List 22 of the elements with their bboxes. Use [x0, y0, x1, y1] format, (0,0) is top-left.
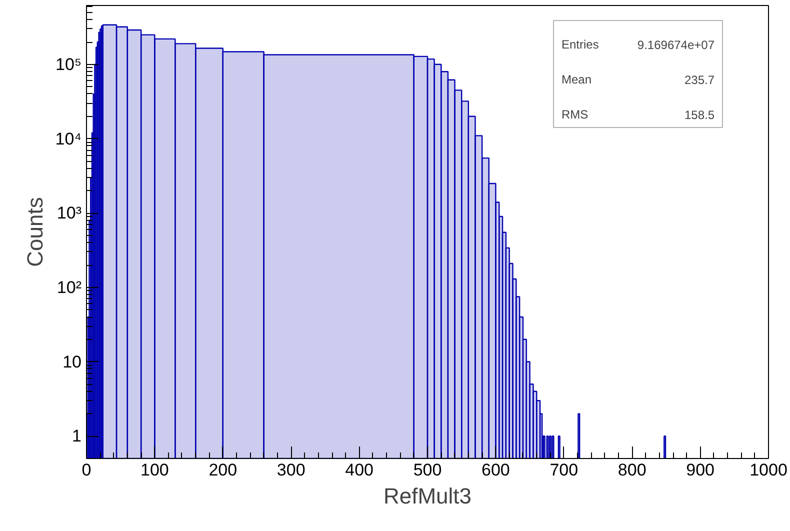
x-tick-label: 700 [550, 460, 578, 480]
y-tick-label: 10⁵ [56, 54, 82, 74]
text: RMS 158.5 [562, 108, 714, 122]
y-tick-label: 10⁴ [55, 129, 82, 148]
x-tick-label: 400 [345, 460, 374, 480]
x-tick-label: 500 [413, 460, 442, 480]
text: Mean 235.7 [562, 72, 714, 87]
x-tick-label: 100 [140, 460, 169, 480]
y-tick-label: 10³ [56, 204, 82, 223]
x-tick-label: 600 [482, 460, 510, 480]
y-axis-title: Counts [22, 197, 48, 267]
x-tick-label: 900 [686, 460, 714, 480]
text: Entries 9.169674e+07 [562, 38, 715, 52]
y-tick-label: 10 [62, 352, 82, 372]
y-tick-label: 1 [72, 426, 82, 446]
x-axis-title: RefMult3 [383, 484, 472, 508]
x-tick-label: 200 [208, 460, 238, 480]
y-tick-label: 10² [56, 278, 82, 297]
x-tick-label: 0 [82, 460, 92, 480]
x-tick-label: 300 [276, 460, 306, 480]
x-tick-label: 800 [618, 460, 646, 480]
x-tick-label: 1000 [750, 460, 788, 480]
